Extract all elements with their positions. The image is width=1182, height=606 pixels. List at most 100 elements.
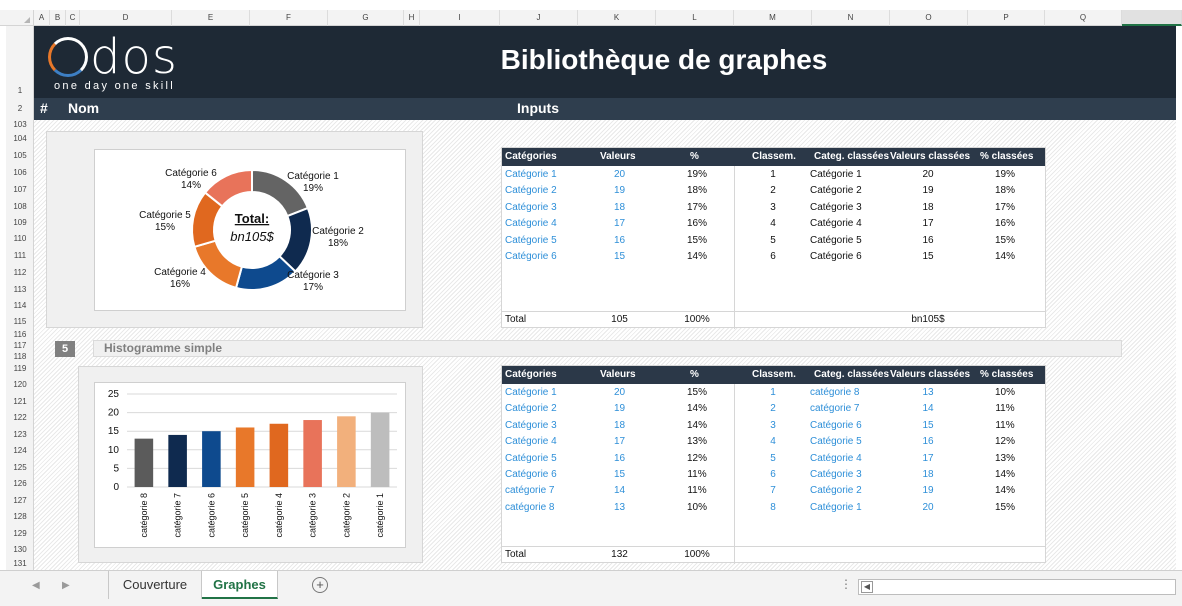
- table-cell[interactable]: 18: [922, 201, 934, 213]
- bar[interactable]: [269, 423, 289, 487]
- table-cell[interactable]: Catégorie 1: [505, 169, 557, 180]
- select-all-corner[interactable]: [6, 10, 34, 26]
- table-cell[interactable]: Catégorie 3: [810, 201, 862, 213]
- table-cell[interactable]: 16: [922, 436, 934, 448]
- table-cell[interactable]: Catégorie 4: [810, 452, 862, 464]
- row-header[interactable]: 108: [13, 202, 27, 211]
- horizontal-scrollbar[interactable]: ◀: [858, 579, 1176, 595]
- row-header[interactable]: 122: [13, 413, 27, 422]
- table-cell[interactable]: 13: [922, 387, 934, 398]
- table-cell[interactable]: 11%: [687, 485, 707, 497]
- table-cell[interactable]: 15%: [994, 501, 1015, 513]
- table-cell[interactable]: 14%: [994, 469, 1015, 480]
- row-header[interactable]: 104: [13, 134, 27, 143]
- row-header[interactable]: 116: [13, 330, 27, 339]
- column-header[interactable]: M: [734, 10, 812, 26]
- column-header[interactable]: J: [500, 10, 578, 26]
- table-cell[interactable]: Catégorie 5: [505, 234, 557, 246]
- table-cell[interactable]: 12%: [994, 436, 1015, 448]
- table-cell[interactable]: 11%: [995, 419, 1015, 431]
- table-cell[interactable]: 1: [770, 169, 776, 180]
- sheet-grid[interactable]: odos dos one day one skill Bibliothèque …: [34, 26, 1176, 570]
- row-header[interactable]: 118: [13, 352, 27, 361]
- bar[interactable]: [370, 412, 390, 487]
- table-cell[interactable]: 16: [922, 234, 934, 246]
- table-cell[interactable]: 17: [613, 436, 626, 448]
- table-cell[interactable]: Catégorie 1: [810, 169, 862, 180]
- column-header[interactable]: P: [968, 10, 1045, 26]
- table-cell[interactable]: 11%: [687, 469, 707, 480]
- bar[interactable]: [303, 420, 322, 487]
- table-cell[interactable]: 17: [922, 218, 934, 230]
- table-cell[interactable]: 5: [770, 452, 776, 464]
- bar[interactable]: [168, 434, 187, 487]
- table-cell[interactable]: 16%: [994, 218, 1015, 230]
- table-cell[interactable]: 18%: [686, 185, 707, 197]
- column-header[interactable]: N: [812, 10, 890, 26]
- donut-slice[interactable]: [193, 239, 244, 290]
- table-cell[interactable]: 14%: [686, 251, 707, 262]
- table-cell[interactable]: Catégorie 3: [505, 419, 557, 431]
- donut-slice[interactable]: [203, 168, 253, 208]
- table-cell[interactable]: 18%: [994, 185, 1015, 197]
- column-header[interactable]: Q: [1045, 10, 1122, 26]
- row-header[interactable]: 128: [13, 512, 27, 521]
- table-cell[interactable]: 13%: [994, 452, 1015, 464]
- column-header[interactable]: D: [80, 10, 172, 26]
- row-header[interactable]: 117: [13, 341, 27, 350]
- row-header[interactable]: 1: [17, 86, 23, 95]
- table-cell[interactable]: Catégorie 4: [505, 218, 557, 230]
- row-header[interactable]: 119: [13, 364, 27, 373]
- table-cell[interactable]: Catégorie 6: [505, 469, 557, 480]
- tab-couverture[interactable]: Couverture: [108, 571, 202, 599]
- table-cell[interactable]: Catégorie 5: [810, 234, 862, 246]
- column-header[interactable]: L: [656, 10, 734, 26]
- table-cell[interactable]: 14%: [994, 485, 1015, 497]
- table-cell[interactable]: 16: [613, 234, 626, 246]
- table-cell[interactable]: Catégorie 2: [810, 185, 862, 197]
- table-cell[interactable]: 16: [613, 452, 626, 464]
- table-cell[interactable]: 14: [922, 403, 934, 415]
- bar[interactable]: [337, 416, 356, 487]
- column-header[interactable]: K: [578, 10, 656, 26]
- table-cell[interactable]: 20: [922, 501, 934, 513]
- table-cell[interactable]: 19: [613, 403, 626, 415]
- table-cell[interactable]: 15: [613, 469, 626, 480]
- table-cell[interactable]: 10%: [994, 387, 1015, 398]
- table-cell[interactable]: Catégorie 5: [810, 436, 862, 448]
- table-cell[interactable]: 19%: [686, 169, 707, 180]
- table-cell[interactable]: 15: [922, 419, 934, 431]
- tab-graphes[interactable]: Graphes: [202, 571, 278, 599]
- column-header[interactable]: I: [420, 10, 500, 26]
- bar-chart-area[interactable]: 0 5 10 15 20 25 catégorie 8 catégorie 7 catégori…: [94, 382, 406, 548]
- table-cell[interactable]: 15%: [686, 387, 707, 398]
- table-cell[interactable]: 19%: [994, 169, 1015, 180]
- table-cell[interactable]: 3: [770, 419, 776, 431]
- table-cell[interactable]: 18: [613, 419, 626, 431]
- column-header[interactable]: C: [66, 10, 80, 26]
- row-header[interactable]: 126: [13, 479, 27, 488]
- table-cell[interactable]: 10%: [686, 501, 707, 513]
- table-cell[interactable]: Catégorie 6: [810, 419, 862, 431]
- table-cell[interactable]: Catégorie 2: [505, 403, 557, 415]
- table-cell[interactable]: 15: [922, 251, 934, 262]
- row-header[interactable]: 127: [13, 496, 27, 505]
- table-cell[interactable]: 20: [613, 387, 626, 398]
- row-header[interactable]: 120: [13, 380, 27, 389]
- table-cell[interactable]: 2: [770, 185, 776, 197]
- table-cell[interactable]: Catégorie 6: [505, 251, 557, 262]
- table-cell[interactable]: 6: [770, 251, 776, 262]
- row-header[interactable]: 124: [13, 446, 27, 455]
- table-cell[interactable]: Catégorie 2: [810, 485, 862, 497]
- table-cell[interactable]: 16%: [686, 218, 707, 230]
- table-cell[interactable]: 4: [770, 218, 776, 230]
- table-cell[interactable]: Catégorie 2: [505, 185, 557, 197]
- table-cell[interactable]: catégorie 8: [505, 501, 555, 513]
- column-header[interactable]: A: [34, 10, 50, 26]
- table-cell[interactable]: 17%: [994, 201, 1015, 213]
- add-sheet-icon[interactable]: +: [312, 577, 328, 593]
- column-header[interactable]: F: [250, 10, 328, 26]
- row-header[interactable]: 121: [13, 397, 27, 406]
- table-cell[interactable]: Catégorie 3: [505, 201, 557, 213]
- column-header-selected[interactable]: [1122, 10, 1182, 26]
